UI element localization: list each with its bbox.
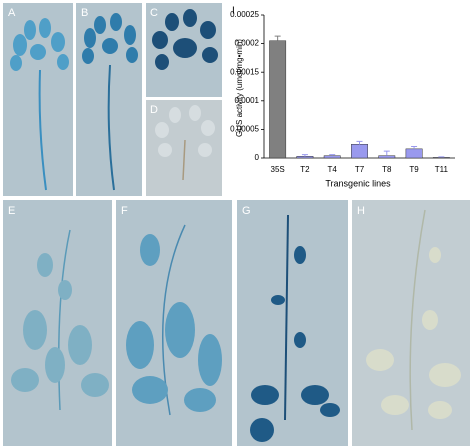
photo-h: [352, 200, 470, 446]
y-tick-label: 0: [255, 153, 260, 162]
bar: [378, 155, 396, 159]
x-axis-label: Transgenic lines: [325, 178, 391, 188]
photo-f: [116, 200, 232, 446]
bar: [296, 156, 314, 159]
x-tick-label: T2: [300, 165, 310, 174]
panel-label: C: [150, 7, 158, 19]
bar: [323, 155, 341, 159]
y-tick-label: 0.00025: [230, 10, 259, 19]
panel-label: D: [150, 104, 158, 116]
error-bar: [274, 35, 281, 41]
bar: [269, 40, 287, 159]
panel-label: A: [8, 7, 16, 19]
y-tick-label: 0.0001: [235, 96, 260, 105]
bar: [405, 148, 423, 159]
panel-label: G: [242, 205, 251, 217]
bar: [432, 157, 450, 159]
y-tick-label: 0.0002: [235, 39, 260, 48]
x-tick-label: T11: [435, 165, 449, 174]
photo-a: [3, 3, 73, 196]
bar: [351, 144, 368, 159]
photo-b: [76, 3, 142, 196]
panel-label: E: [8, 205, 15, 217]
x-tick-label: T4: [328, 165, 338, 174]
x-tick-label: 35S: [271, 165, 285, 174]
y-tick-label: 0.00015: [230, 67, 259, 76]
error-bar: [383, 150, 390, 156]
y-tick-label: 0.00005: [230, 125, 259, 134]
photo-c: [146, 3, 222, 97]
panel-label: B: [81, 7, 88, 19]
photo-d: [146, 100, 222, 196]
panel-label: H: [357, 205, 365, 217]
x-tick-label: T8: [382, 165, 392, 174]
photo-e: [3, 200, 112, 446]
error-bar: [356, 140, 363, 145]
error-bar: [411, 146, 418, 149]
x-tick-label: T7: [355, 165, 365, 174]
photo-g: [237, 200, 348, 446]
panel-label: I: [232, 6, 235, 17]
x-tick-label: T9: [409, 165, 419, 174]
error-bar: [301, 154, 308, 157]
panel-label: F: [121, 205, 128, 217]
error-bar: [329, 154, 336, 156]
y-axis-label: GUS activity (umol/mg•min): [235, 39, 244, 137]
error-bar: [438, 156, 445, 158]
